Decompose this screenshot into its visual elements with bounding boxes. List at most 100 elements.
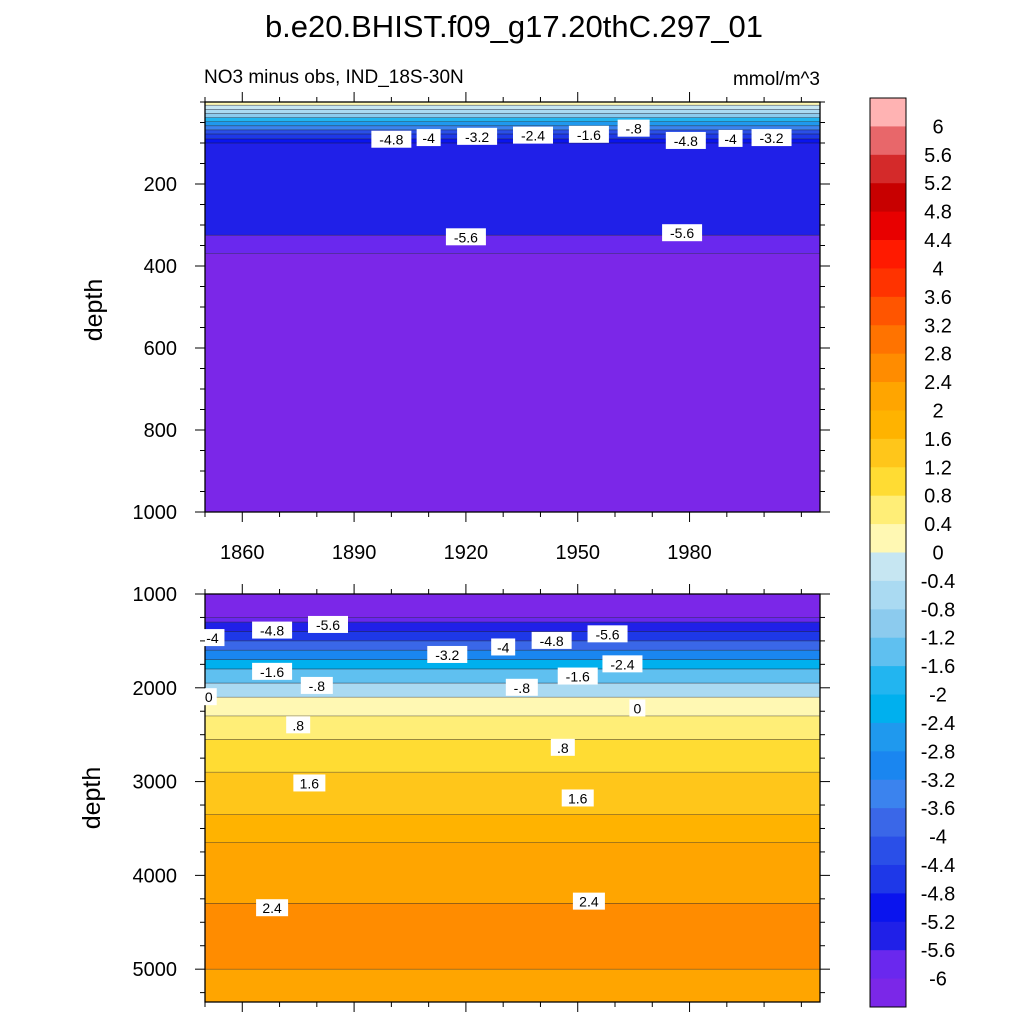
upper-contour-label-box (371, 130, 412, 148)
upper-contour-label-box (617, 119, 650, 137)
colorbar-tick-label: -0.4 (921, 571, 955, 593)
lower-contour-label-box (572, 892, 605, 910)
lower-contour-label-box (629, 699, 646, 717)
lower-contour-label-box (587, 625, 628, 643)
colorbar-tick-label: 4.4 (924, 230, 952, 252)
lower-contour-label-box (200, 629, 225, 647)
upper-contour-band (205, 121, 820, 126)
lower-contour-label: -5.6 (316, 617, 340, 633)
upper-x-tick-label: 1890 (332, 542, 377, 564)
upper-contour-label: -3.2 (759, 130, 783, 146)
upper-contour-label: -.8 (625, 121, 642, 137)
colorbar-swatch (870, 722, 906, 752)
colorbar-swatch (870, 609, 906, 639)
lower-contour-label: -.8 (309, 678, 326, 694)
lower-contour-band (205, 842, 820, 904)
upper-contour-label: -4 (422, 130, 435, 146)
chart-title: b.e20.BHIST.f09_g17.20thC.297_01 (265, 9, 763, 44)
colorbar-frame (869, 97, 907, 1008)
lower-contour-label: -4.8 (540, 633, 564, 649)
colorbar-swatch (870, 495, 906, 525)
colorbar-swatch (870, 382, 906, 411)
lower-contour-label: -1.6 (566, 669, 590, 685)
upper-contour-band (205, 143, 820, 236)
upper-x-tick-label: 1920 (444, 542, 489, 564)
upper-contour-label-box (457, 127, 498, 145)
colorbar-tick-label: -3.6 (921, 798, 955, 820)
upper-x-tick-label: 1980 (667, 542, 712, 564)
lower-contour-band (205, 969, 820, 1002)
colorbar-swatch (870, 325, 906, 355)
colorbar-swatch (870, 666, 906, 695)
colorbar: 6 5.6 5.2 4.8 4.4 4 3.6 3.2 2.8 2.4 2 1.6 1.2 0.8 0.4 0… (869, 97, 955, 1008)
upper-contour-label: -5.6 (454, 229, 478, 245)
lower-contour-label: -4 (497, 639, 510, 655)
upper-contour-band (205, 133, 820, 139)
colorbar-swatch (870, 268, 906, 298)
colorbar-tick-label: -5.6 (921, 940, 955, 962)
lower-contour-label-box (427, 645, 468, 663)
upper-contour-label-box (662, 224, 703, 242)
lower-contour-label-box (505, 678, 538, 696)
left-subtitle: NO3 minus obs, IND_18S-30N (204, 67, 464, 88)
upper-contour-label: -3.2 (465, 129, 489, 145)
upper-contour-label-box (568, 125, 609, 143)
upper-y-axis-label: depth (80, 279, 108, 342)
colorbar-tick-label: 1.6 (924, 429, 952, 451)
lower-contour-label: -.8 (514, 680, 531, 696)
upper-x-tick-label: 1860 (220, 542, 265, 564)
upper-contour-label: -4.8 (674, 133, 698, 149)
upper-contour-label: -5.6 (670, 225, 694, 241)
colorbar-tick-label: -4 (929, 827, 947, 849)
colorbar-swatch (870, 808, 906, 837)
colorbar-swatch (870, 410, 906, 440)
colorbar-swatch (870, 552, 906, 582)
colorbar-tick-label: -1.2 (921, 628, 955, 650)
colorbar-tick-label: 3.2 (924, 315, 952, 337)
colorbar-swatch (870, 467, 906, 497)
colorbar-tick-label: -5.2 (921, 912, 955, 934)
lower-contour-band (205, 739, 820, 773)
upper-y-tick-label: 800 (144, 420, 177, 442)
upper-contour-label-box (513, 126, 553, 144)
lower-contour-label-box (293, 774, 326, 792)
lower-contour-label-box (252, 621, 293, 639)
colorbar-swatch (870, 580, 906, 610)
lower-contour-band (205, 814, 820, 843)
colorbar-swatch (870, 864, 906, 894)
upper-contour-label: -4.8 (379, 132, 403, 148)
lower-y-tick-label: 2000 (133, 678, 178, 700)
upper-y-tick-label: 1000 (133, 502, 178, 524)
colorbar-swatch (870, 183, 906, 213)
lower-contour-band (205, 617, 820, 623)
lower-contour-band (205, 669, 820, 684)
colorbar-tick-label: 0.8 (924, 486, 952, 508)
colorbar-swatch (870, 779, 906, 809)
colorbar-tick-label: -3.2 (921, 770, 955, 792)
upper-contour-band (205, 253, 820, 512)
lower-contour-label: -4 (206, 630, 219, 646)
lower-contour-label-box (561, 789, 594, 807)
colorbar-swatch (870, 240, 906, 269)
colorbar-tick-label: -2.4 (921, 713, 955, 735)
upper-contour-band (205, 109, 820, 114)
lower-contour-label-box (300, 676, 333, 694)
lower-contour-label: 1.6 (300, 775, 320, 791)
lower-contour-label: -4.8 (260, 623, 284, 639)
colorbar-swatch (870, 438, 906, 468)
lower-contour-label-box (200, 688, 217, 706)
colorbar-swatch (870, 836, 906, 866)
colorbar-tick-label: 6 (932, 116, 943, 138)
upper-contour-band (205, 117, 820, 122)
colorbar-swatch (870, 921, 906, 951)
lower-contour-label-box (557, 667, 598, 685)
colorbar-tick-label: -4.4 (921, 855, 955, 877)
colorbar-swatch (870, 98, 906, 127)
lower-contour-label: 0 (633, 700, 641, 716)
lower-plot-frame (204, 593, 821, 1003)
lower-contour-label-box (491, 638, 516, 656)
lower-contour-band (205, 715, 820, 740)
colorbar-tick-label: 0.4 (924, 514, 952, 536)
upper-contour-label-box (416, 129, 441, 147)
